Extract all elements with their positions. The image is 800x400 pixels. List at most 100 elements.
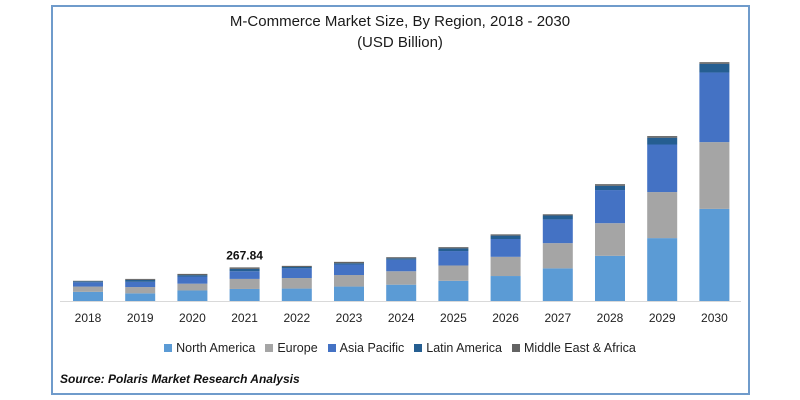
legend-label: North America <box>176 341 256 355</box>
bar-segment-2028-asia-pacific <box>595 190 625 224</box>
bar-segment-2027-north-america <box>542 268 573 301</box>
bar-segment-2025-latin-america <box>438 248 469 252</box>
bar-segment-2024-north-america <box>386 284 417 302</box>
legend-label: Asia Pacific <box>339 341 405 355</box>
x-tick-label: 2024 <box>388 311 415 325</box>
legend-swatch <box>414 344 423 352</box>
bar-segment-2024-latin-america <box>386 258 417 260</box>
bar-segment-2020-middle-east-africa <box>177 273 208 276</box>
bar-segment-2025-north-america <box>438 280 469 301</box>
legend-item-north-america: North America <box>164 341 255 355</box>
x-tick-label: 2022 <box>283 311 310 325</box>
bar-segment-2029-europe <box>647 192 678 239</box>
bar-segment-2025-asia-pacific <box>438 251 469 266</box>
bar-segment-2026-north-america <box>490 276 521 301</box>
bars-group <box>73 62 730 302</box>
bar-segment-2030-north-america <box>699 208 730 301</box>
bar-segment-2026-europe <box>490 256 521 277</box>
legend-item-latin-america: Latin America <box>414 341 502 355</box>
legend-item-asia-pacific: Asia Pacific <box>327 341 405 355</box>
bar-segment-2030-middle-east-africa <box>699 62 730 64</box>
bar-segment-2021-latin-america <box>229 268 260 272</box>
x-tick-label: 2018 <box>75 311 102 325</box>
bar-segment-2027-europe <box>542 243 573 269</box>
bar-segment-2024-asia-pacific <box>386 259 417 272</box>
bar-segment-2029-middle-east-africa <box>647 136 678 138</box>
bar-segment-2019-europe <box>125 287 156 294</box>
bar-segment-2027-asia-pacific <box>542 219 573 244</box>
bar-segment-2024-middle-east-africa <box>386 257 417 259</box>
bar-segment-2023-europe <box>334 275 364 287</box>
bar-segment-2029-latin-america <box>647 137 678 145</box>
bar-segment-2027-latin-america <box>542 215 573 220</box>
bar-segment-2023-north-america <box>334 286 364 301</box>
bar-segment-2027-middle-east-africa <box>542 214 573 216</box>
bar-segment-2022-latin-america <box>281 266 312 269</box>
legend-item-europe: Europe <box>265 341 318 355</box>
chart-subtitle: (USD Billion) <box>357 34 443 51</box>
bar-segment-2021-europe <box>229 278 260 289</box>
bar-segment-2021-north-america <box>229 288 260 301</box>
bar-segment-2026-middle-east-africa <box>490 234 521 236</box>
source-note: Source: Polaris Market Research Analysis <box>60 372 300 386</box>
bar-segment-2023-latin-america <box>334 263 364 265</box>
legend-swatch <box>327 344 336 352</box>
bar-segment-2019-middle-east-africa <box>125 278 156 280</box>
legend-swatch <box>512 344 520 352</box>
bar-segment-2030-europe <box>699 142 730 209</box>
chart-frame <box>51 5 750 395</box>
bar-segment-2019-latin-america <box>125 279 156 282</box>
bar-segment-2022-middle-east-africa <box>281 265 312 267</box>
x-axis-ticks: 2018 2019 2020 2021 2022 2023 2024 2025 2026 2027… <box>75 311 728 325</box>
x-tick-label: 2025 <box>440 311 467 325</box>
bar-segment-2026-latin-america <box>490 235 521 239</box>
x-tick-label: 2021 <box>231 311 258 325</box>
bar-segment-2018-asia-pacific <box>73 282 103 287</box>
x-tick-label: 2023 <box>336 311 363 325</box>
x-tick-label: 2029 <box>649 311 676 325</box>
legend-swatch <box>164 344 173 352</box>
bar-segment-2028-latin-america <box>595 185 625 191</box>
bar-segment-2018-middle-east-africa <box>73 280 103 282</box>
bar-segment-2030-latin-america <box>699 63 730 73</box>
x-tick-label: 2020 <box>179 311 206 325</box>
bar-segment-2023-middle-east-africa <box>334 261 364 264</box>
legend-label: Latin America <box>426 341 502 355</box>
legend: North America Europe Asia Pacific Latin Ame… <box>0 341 800 355</box>
x-tick-label: 2030 <box>701 311 728 325</box>
bar-segment-2026-asia-pacific <box>490 239 521 257</box>
bar-segment-2024-europe <box>386 271 417 285</box>
bar-segment-2020-latin-america <box>177 275 208 277</box>
bar-segment-2022-asia-pacific <box>281 268 312 279</box>
bar-segment-2028-north-america <box>595 255 625 301</box>
bar-segment-2019-asia-pacific <box>125 281 156 288</box>
bar-segment-2018-latin-america <box>73 281 103 283</box>
bar-segment-2028-middle-east-africa <box>595 184 625 186</box>
x-tick-label: 2019 <box>127 311 154 325</box>
bar-segment-2022-north-america <box>281 288 312 301</box>
bar-segment-2018-europe <box>73 286 103 292</box>
legend-label: Europe <box>277 341 318 355</box>
legend-label: Middle East & Africa <box>524 341 636 355</box>
bar-segment-2020-north-america <box>177 290 208 301</box>
legend-swatch <box>265 344 274 352</box>
bar-segment-2018-north-america <box>73 291 103 301</box>
bar-segment-2029-asia-pacific <box>647 144 678 193</box>
bar-segment-2025-europe <box>438 265 469 281</box>
data-label-2021: 267.84 <box>226 248 263 262</box>
bar-segment-2021-middle-east-africa <box>229 267 260 269</box>
bar-segment-2030-asia-pacific <box>699 72 730 143</box>
bar-segment-2023-asia-pacific <box>334 264 364 276</box>
bar-segment-2021-asia-pacific <box>229 271 260 279</box>
x-tick-label: 2026 <box>492 311 519 325</box>
x-tick-label: 2028 <box>597 311 624 325</box>
bar-segment-2029-north-america <box>647 238 678 301</box>
legend-item-middle-east-africa: Middle East & Africa <box>512 341 636 355</box>
annotations-group: 267.84 <box>226 248 263 262</box>
bar-segment-2019-north-america <box>125 293 156 301</box>
bar-segment-2028-europe <box>595 223 625 256</box>
bar-segment-2020-europe <box>177 283 208 291</box>
x-tick-label: 2027 <box>544 311 571 325</box>
bar-segment-2025-middle-east-africa <box>438 247 469 249</box>
